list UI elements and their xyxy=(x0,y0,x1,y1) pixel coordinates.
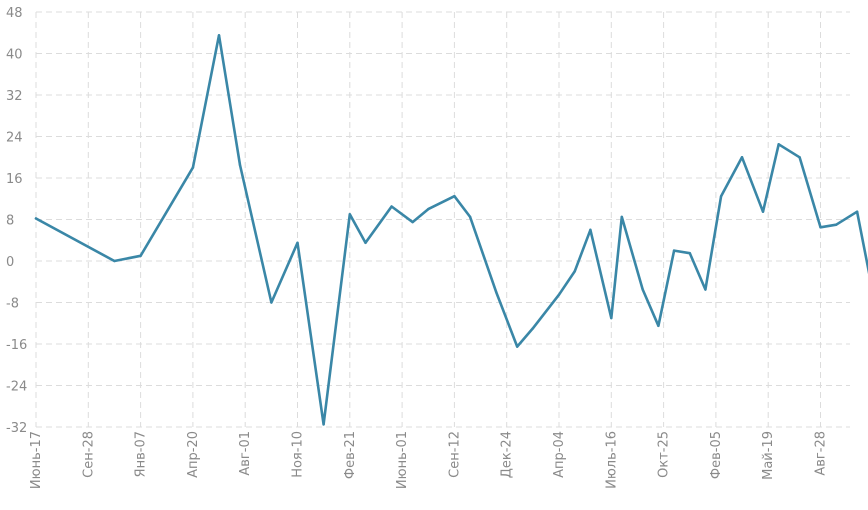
y-tick-label: 0 xyxy=(6,255,14,270)
data-point xyxy=(322,423,325,426)
grid xyxy=(35,11,850,428)
data-point xyxy=(453,194,456,198)
data-point xyxy=(296,241,299,245)
data-point xyxy=(777,143,780,146)
data-point xyxy=(515,345,519,348)
x-tick-label: Июнь-17 xyxy=(29,431,44,489)
data-point xyxy=(348,213,351,216)
y-tick-label: -24 xyxy=(6,380,27,395)
y-tick-label: -16 xyxy=(6,338,27,353)
x-tick-label: Окт-25 xyxy=(657,431,672,478)
x-tick-label: Июнь-01 xyxy=(395,431,410,489)
x-tick-label: Сен-28 xyxy=(81,431,96,478)
x-tick-label: Авг-28 xyxy=(814,431,829,476)
x-tick-label: Янв-07 xyxy=(134,431,149,477)
series-line xyxy=(34,33,868,426)
x-axis: Июнь-17 Сен-28 Янв-07 Апр-20 Авг-01 Ноя-10 Фев… xyxy=(29,431,829,489)
data-point xyxy=(411,220,414,224)
data-point xyxy=(688,252,691,255)
x-tick-label: Дек-24 xyxy=(500,431,515,478)
x-tick-label: Сен-12 xyxy=(447,431,462,478)
y-tick-label: 48 xyxy=(6,6,23,21)
data-point xyxy=(557,293,561,296)
data-point xyxy=(719,194,723,198)
data-point xyxy=(495,290,498,294)
y-tick-label: -32 xyxy=(6,421,27,436)
x-tick-label: Авг-01 xyxy=(238,431,253,476)
data-point xyxy=(657,324,660,328)
x-tick-label: Апр-04 xyxy=(552,431,567,478)
data-point xyxy=(364,241,367,245)
x-tick-label: Май-19 xyxy=(761,431,776,480)
data-point xyxy=(427,207,430,211)
data-point xyxy=(798,156,801,159)
data-point xyxy=(390,205,393,208)
data-point xyxy=(113,259,116,263)
y-tick-label: 32 xyxy=(6,89,23,104)
data-point xyxy=(704,288,707,291)
y-axis: 48 40 32 24 16 8 0 -8 -16 -24 -32 xyxy=(6,6,27,436)
data-point xyxy=(672,249,676,252)
x-tick-label: Июль-16 xyxy=(604,431,619,489)
data-point xyxy=(270,301,273,304)
data-point xyxy=(468,215,472,219)
x-tick-label: Ноя-10 xyxy=(291,431,306,478)
data-point xyxy=(834,223,838,226)
y-tick-label: 16 xyxy=(6,172,23,187)
x-tick-label: Апр-20 xyxy=(186,431,201,478)
x-tick-label: Фев-21 xyxy=(343,431,358,479)
y-tick-label: 40 xyxy=(6,48,23,63)
data-point xyxy=(34,217,38,220)
data-point xyxy=(761,210,765,213)
data-point xyxy=(620,215,623,219)
data-point xyxy=(610,316,613,320)
data-point xyxy=(740,156,744,159)
x-tick-label: Фев-05 xyxy=(709,431,724,479)
series xyxy=(34,33,868,426)
y-tick-label: 24 xyxy=(6,131,23,146)
y-tick-label: -8 xyxy=(6,297,19,312)
data-point xyxy=(855,210,859,213)
data-point xyxy=(191,166,195,169)
data-point xyxy=(819,226,822,229)
data-point xyxy=(589,228,592,232)
y-tick-label: 8 xyxy=(6,214,14,229)
data-point xyxy=(139,254,142,258)
data-point xyxy=(238,163,242,167)
data-point xyxy=(217,34,221,37)
data-point xyxy=(531,327,535,330)
data-point xyxy=(641,288,644,291)
data-point xyxy=(573,270,576,273)
